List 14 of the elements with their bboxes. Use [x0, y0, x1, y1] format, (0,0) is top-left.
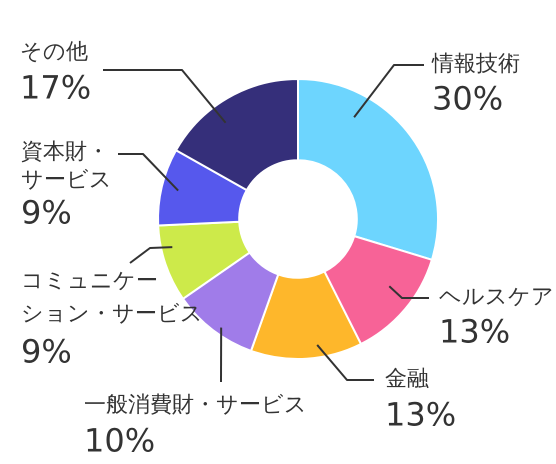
slice-label: 資本財・サービス [21, 140, 112, 193]
slice-label: コミュニケーション・サービス [21, 268, 203, 327]
slice-label: 一般消費財・サービス [84, 392, 307, 418]
data-label: 13% [439, 312, 510, 350]
slice-label: 情報技術 [431, 52, 520, 77]
data-label: 30% [432, 79, 504, 118]
data-label: 17% [20, 68, 92, 106]
slice-label: その他 [20, 40, 88, 65]
slice-label: 金融 [385, 366, 429, 392]
slice-label: ヘルスケア [439, 284, 554, 310]
data-label: 9% [21, 193, 72, 232]
data-label: 9% [21, 332, 72, 370]
data-label: 13% [385, 395, 456, 434]
data-label: 10% [84, 421, 156, 460]
